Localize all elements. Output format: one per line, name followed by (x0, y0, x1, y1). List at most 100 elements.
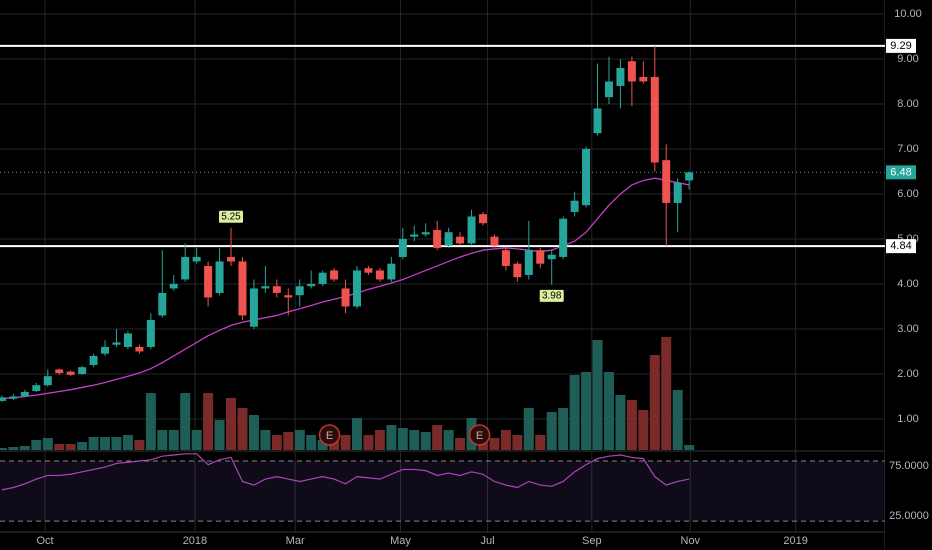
volume-bar (432, 425, 443, 450)
volume-bar (42, 438, 53, 450)
volume-bar (535, 435, 546, 450)
volume-bar (672, 390, 683, 450)
volume-bar (214, 420, 225, 450)
volume-bar (615, 395, 626, 450)
volume-bar (111, 437, 122, 450)
candle-body (478, 214, 487, 224)
y-tick-label: 6.00 (897, 188, 918, 200)
rsi-tick-label: 25.0000 (889, 510, 929, 522)
volume-bar (0, 448, 7, 450)
rsi-band (0, 461, 885, 522)
y-tick-label: 10.00 (894, 8, 922, 20)
volume-bar (8, 447, 19, 450)
x-tick-label: Nov (681, 535, 701, 547)
candle-body (43, 376, 52, 386)
volume-bar (592, 340, 603, 450)
volume-bar (649, 355, 660, 450)
low-marker-bg (539, 289, 564, 302)
volume-bar (248, 415, 259, 450)
candle-body (238, 261, 247, 316)
candle-body (55, 369, 64, 374)
x-tick-label: Sep (582, 535, 602, 547)
x-tick-label: May (390, 535, 411, 547)
candle-body (215, 261, 224, 293)
volume-bar (226, 398, 237, 450)
x-tick-label: 2018 (183, 535, 207, 547)
volume-bar (684, 445, 695, 450)
candle-body (570, 200, 579, 212)
candle-body (604, 81, 613, 98)
volume-bar (54, 444, 65, 450)
candle-body (135, 346, 144, 352)
candle-body (547, 254, 556, 260)
candle-body (353, 270, 362, 307)
y-tick-label: 1.00 (897, 413, 918, 425)
rsi-line (1, 453, 690, 491)
candle-body (673, 182, 682, 203)
candle-body (375, 270, 384, 280)
volume-bar (77, 442, 88, 450)
volume-bar (134, 440, 145, 450)
candle-body (0, 397, 6, 401)
volume-bar (145, 393, 156, 450)
volume-bar (626, 400, 637, 450)
volume-bar (180, 393, 191, 450)
candle-body (227, 256, 236, 262)
candle-body (650, 76, 659, 163)
earnings-label: E (476, 430, 483, 442)
candle-body (192, 256, 201, 262)
candle-body (410, 234, 419, 237)
candle-body (330, 270, 339, 280)
candle-body (456, 236, 465, 244)
volume-bar (100, 437, 111, 450)
candle-body (341, 288, 350, 307)
volume-bar (603, 372, 614, 450)
candle-body (272, 286, 281, 293)
earnings-marker (318, 424, 341, 446)
volume-bar (317, 440, 328, 450)
volume-bar (363, 435, 374, 450)
volume-bar (306, 435, 317, 450)
volume-bar (661, 337, 672, 450)
candle-body (181, 256, 190, 280)
candle-body (639, 76, 648, 82)
y-tick-label: 8.00 (897, 98, 918, 110)
volume-bar (157, 430, 168, 450)
volume-bar (455, 438, 466, 450)
candle-body (158, 292, 167, 316)
candle-body (685, 172, 694, 181)
volume-bar (260, 430, 271, 450)
high-marker-bg (219, 210, 244, 223)
volume-bar (512, 435, 523, 450)
volume-bar (340, 435, 351, 450)
candle-body (398, 238, 407, 257)
candle-body (421, 232, 430, 235)
last-price-label: 6.48 (890, 166, 911, 178)
volume-bar (569, 375, 580, 450)
x-tick-label: Oct (36, 535, 53, 547)
candle-body (433, 229, 442, 248)
candle-body (261, 286, 270, 289)
candle-body (501, 250, 510, 266)
level-label-bg (886, 239, 916, 254)
volume-bar (523, 408, 534, 450)
candle-body (582, 148, 591, 206)
volume-bar (88, 437, 99, 450)
candle-body (204, 265, 213, 298)
candle-body (20, 391, 29, 397)
candle-body (249, 288, 258, 327)
volume-bar (191, 430, 202, 450)
candle-body (112, 342, 121, 345)
volume-bar (409, 430, 420, 450)
volume-bar (374, 430, 385, 450)
volume-bar (352, 418, 363, 450)
volume-bar (420, 432, 431, 450)
plot: 5.25 3.98 E E (0, 44, 885, 522)
high-marker: 5.25 (221, 211, 241, 222)
candle-body (364, 268, 373, 273)
y-tick-label: 4.00 (897, 278, 918, 290)
rsi-tick-label: 75.0000 (889, 460, 929, 472)
volume-bar (19, 446, 30, 450)
volume-bar (581, 372, 592, 450)
